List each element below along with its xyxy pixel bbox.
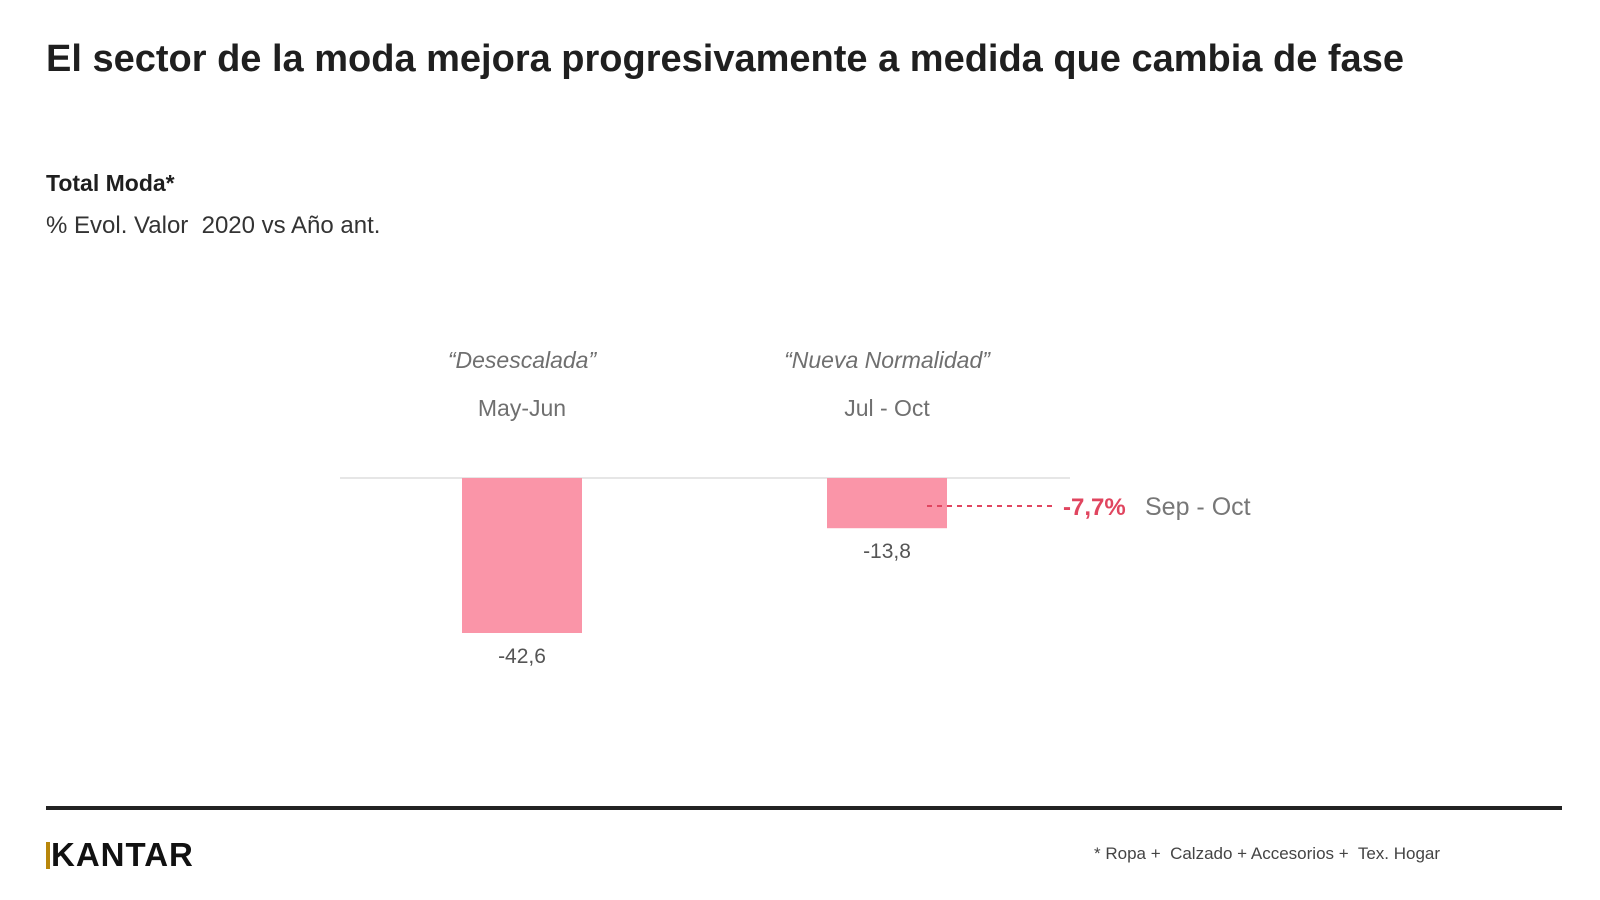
callout-layer: -7,7% Sep - Oct	[927, 493, 1251, 521]
page-title: El sector de la moda mejora progresivame…	[46, 38, 1404, 80]
chart-subtitle: Total Moda*	[46, 170, 175, 196]
measure-label: % Evol. Valor 2020 vs Año ant.	[46, 212, 381, 239]
data-label: -42,6	[498, 645, 546, 668]
bars-layer: “Desescalada” May-Jun -42,6 “Nueva Normalid…	[448, 347, 991, 668]
bar	[827, 478, 947, 529]
phase-label: “Nueva Normalidad”	[784, 347, 991, 373]
data-label: -13,8	[863, 540, 911, 563]
kantar-logo: KANTAR	[46, 836, 194, 874]
category-label: May-Jun	[478, 395, 566, 421]
callout-period: Sep - Oct	[1145, 493, 1251, 521]
logo-text: KANTAR	[51, 836, 194, 873]
bar	[462, 478, 582, 633]
footer-divider	[46, 806, 1562, 810]
category-label: Jul - Oct	[844, 395, 930, 421]
footnote: * Ropa + Calzado + Accesorios + Tex. Hog…	[1094, 844, 1441, 863]
logo-mark-icon	[46, 842, 50, 869]
callout-value: -7,7%	[1063, 494, 1126, 521]
phase-label: “Desescalada”	[448, 347, 598, 373]
